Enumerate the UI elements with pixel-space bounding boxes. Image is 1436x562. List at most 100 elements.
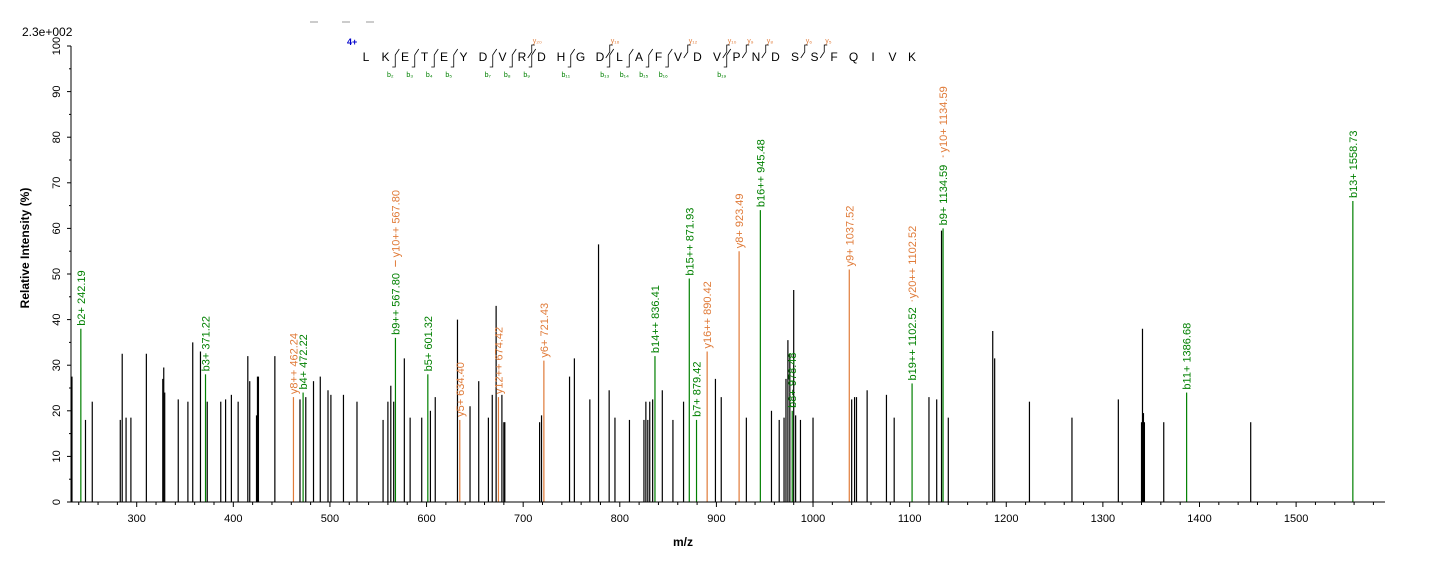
b-ion-bracket [645,48,654,68]
x-tick-label: 800 [611,513,629,525]
b-ion-bracket [723,48,732,68]
y-tick-label: 0 [51,499,63,505]
y-ion-bracket [683,44,691,59]
peak-label: y10++ 567.80 [390,190,402,257]
residue: L [363,50,370,64]
y-tick-label: 80 [51,131,63,143]
y-tick-label: 60 [51,222,63,234]
peak-label: y5+ 634.40 [455,362,467,417]
x-tick-label: 600 [417,513,435,525]
x-tick-label: 1500 [1284,513,1308,525]
residue: T [421,50,429,64]
x-tick-label: 900 [707,513,725,525]
b-ion-marker: b₁₃ [600,72,609,79]
b-ion-marker: b₅ [445,72,452,79]
b-ion-marker: b₂ [387,72,394,79]
residue: V [713,50,721,64]
y-ion-marker: y₉ [747,38,754,45]
y-ion-bracket [605,44,613,59]
y-ion-marker: y₁₆ [611,38,620,45]
y-ion-bracket [800,44,808,59]
residue: L [616,50,623,64]
residue: R [518,50,527,64]
x-axis-title: m/z [673,535,693,549]
x-tick-label: 1400 [1187,513,1211,525]
x-tick-label: 700 [514,513,532,525]
b-ion-bracket [567,48,576,68]
residue: K [381,50,389,64]
peak-label: b3+ 371.22 [201,316,213,371]
y-tick-label: 70 [51,177,63,189]
peak-label: b4+ 472.22 [298,334,310,389]
b-ion-bracket [626,48,634,68]
peak-label: b16++ 945.48 [755,139,767,207]
y-ion-marker: y₅ [825,38,832,45]
y-ion-bracket [527,44,535,59]
intensity-scale-label: 2.3e+002 [22,25,73,39]
b-ion-marker: b₁₁ [561,72,570,79]
b-ion-bracket [606,48,615,68]
b-ion-bracket [528,48,537,68]
peak-label: b5+ 601.32 [423,316,435,371]
y-ion-marker: y₆ [806,38,813,45]
x-tick-label: 300 [128,513,146,525]
peak-label: b2+ 242.19 [76,270,88,325]
b-ion-marker: b₈ [504,72,511,79]
y-ion-bracket [741,44,750,59]
residue: E [401,50,409,64]
x-tick-label: 1300 [1091,513,1115,525]
peak-label: y10+ 1134.59 [938,86,950,152]
b-ion-bracket [450,48,459,68]
peak-label: y16++ 890.42 [702,281,714,348]
peak-label: b11+ 1386.68 [1182,323,1194,390]
peak-label: y8+ 923.49 [734,193,746,248]
peak-label: y9+ 1037.52 [844,206,856,267]
y-tick-label: 40 [51,313,63,325]
peak-label: b15++ 871.93 [684,208,696,276]
residue: F [830,50,837,64]
y-axis-title: Relative Intensity (%) [18,188,32,309]
y-ion-bracket [819,44,828,59]
residue: Y [459,50,467,64]
peak-label: b19++ 1102.52 [907,307,919,380]
b-ion-marker: b₁₆ [659,72,668,79]
y-tick-label: 100 [51,37,63,55]
b-ion-bracket [665,48,673,68]
x-axis-ticks: 300 400 500 600 700 800 900 1000 1100 1200 1300 140… [78,502,1374,525]
x-tick-label: 1000 [801,513,825,525]
y-ion-marker: y₁₀ [728,38,737,45]
residue: N [752,50,761,64]
peak-label: y8++ 462.24 [288,333,300,394]
y-tick-label: 50 [51,268,63,280]
residue: E [440,50,448,64]
b-ion-marker: b₁₄ [620,72,629,79]
peak-label: b8+ 978.48 [787,352,799,407]
residue: I [871,50,874,64]
residue: D [537,50,546,64]
x-tick-label: 500 [321,513,339,525]
b-ion-bracket [411,48,420,68]
b-ion-marker: b₇ [485,72,492,79]
residue: Q [849,50,858,64]
b-ion-bracket [392,48,400,68]
y-axis-ticks: 0 10 20 30 40 50 60 70 80 90 100 [51,37,71,505]
peak-label: y6+ 721.43 [539,303,551,358]
peak-label: b13+ 1558.73 [1348,130,1360,198]
y-ion-bracket [722,44,730,59]
residue: D [479,50,488,64]
peak-label: b7+ 879.42 [692,362,704,417]
y-tick-label: 30 [51,359,63,371]
residue: D [596,50,605,64]
y-tick-label: 90 [51,85,63,97]
residue: V [498,50,506,64]
b-ion-bracket [489,48,498,68]
y-ion-bracket [761,44,769,59]
b-ion-bracket [431,48,439,68]
residue: A [635,50,643,64]
residue: G [576,50,585,64]
peak-label: b9++ 567.80 [390,273,402,335]
y-ion-marker: y₂₀ [533,38,542,45]
